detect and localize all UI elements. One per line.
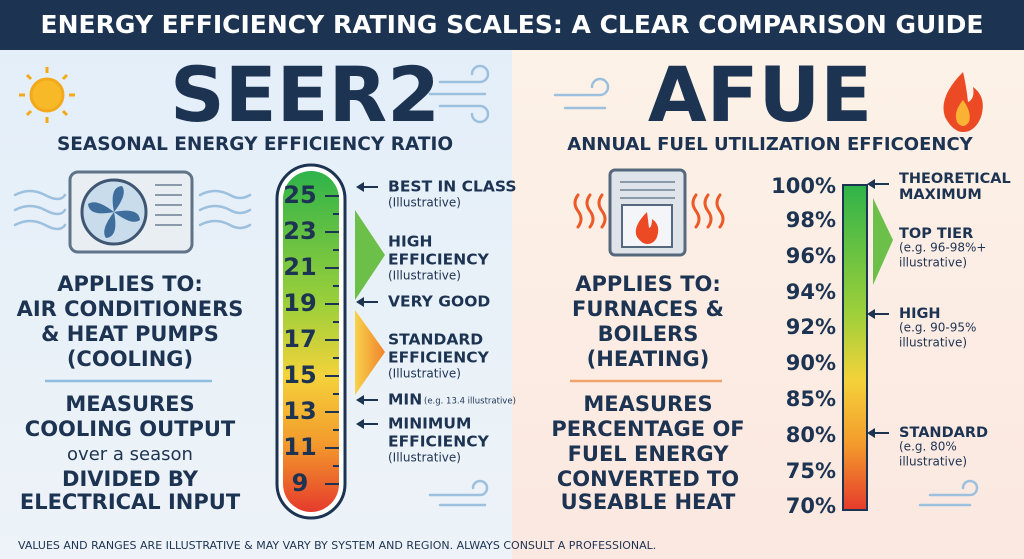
scale-label: 92% <box>786 315 836 339</box>
pointer-head <box>356 182 364 192</box>
scale-label: 9 <box>292 469 309 497</box>
annotation-note: (e.g. 13.4 illustrative) <box>424 397 516 407</box>
scale-label: 98% <box>786 208 836 232</box>
pointer-head <box>867 428 875 438</box>
applies-to-line: APPLIES TO: <box>57 272 203 296</box>
scale-label: 21 <box>283 253 316 281</box>
measures-line: FUEL ENERGY <box>568 442 730 466</box>
measures-line: MEASURES <box>583 392 712 416</box>
annotation-label: EFFICIENCY <box>388 349 490 367</box>
measures-line: COOLING OUTPUT <box>25 417 236 441</box>
annotation-label: MINIMUM <box>388 415 471 433</box>
measures-line: MEASURES <box>65 392 194 416</box>
annotation-note: (e.g. 80% <box>899 440 957 454</box>
afue-scale-bar <box>842 184 868 511</box>
furnace-icon <box>608 168 687 257</box>
standard-range-marker <box>355 310 385 395</box>
scale-label: 96% <box>786 244 836 268</box>
scale-label: 23 <box>283 217 316 245</box>
annotation-label: MIN <box>388 391 422 409</box>
annotation-label: MAXIMUM <box>899 187 982 203</box>
annotation-note: (Illustrative) <box>388 367 461 381</box>
scale-label: 80% <box>786 423 836 447</box>
applies-to-line: (HEATING) <box>587 347 710 371</box>
high-range-marker <box>355 210 385 300</box>
pointer-head <box>356 395 364 405</box>
annotation-note: (Illustrative) <box>388 196 461 210</box>
measures-line: ELECTRICAL INPUT <box>20 490 241 514</box>
heat-waves <box>573 193 725 229</box>
annotation-label: STANDARD <box>899 425 988 441</box>
scale-label: 85% <box>786 387 836 411</box>
measures-line: PERCENTAGE OF <box>551 417 744 441</box>
ac-unit-icon <box>68 170 194 254</box>
applies-to-line: BOILERS <box>598 322 699 346</box>
applies-to-line: APPLIES TO: <box>575 272 721 296</box>
annotation-label: BEST IN CLASS <box>388 178 517 196</box>
sun-icon <box>19 67 75 123</box>
annotation-note: (e.g. 96-98%+ <box>899 241 986 255</box>
scale-label: 70% <box>786 494 836 518</box>
scale-label: 75% <box>786 459 836 483</box>
scale-label: 94% <box>786 280 836 304</box>
measures-line: USEABLE HEAT <box>561 490 736 514</box>
annotation-note: illustrative) <box>899 256 967 270</box>
annotation-note: illustrative) <box>899 336 967 350</box>
afue-subtitle: ANNUAL FUEL UTILIZATION EFFICOENCY <box>567 134 973 155</box>
scale-label: 100% <box>771 174 836 198</box>
top-tier-marker <box>873 198 893 285</box>
measures-line: CONVERTED TO <box>557 467 739 491</box>
wind-icon <box>13 64 979 507</box>
annotation-note: (Illustrative) <box>388 451 461 465</box>
pointer-head <box>867 309 875 319</box>
annotation-note: (Illustrative) <box>388 269 461 283</box>
annotation-label: HIGH <box>899 306 941 322</box>
annotation-label: VERY GOOD <box>388 293 490 311</box>
flame-icon <box>943 72 983 132</box>
annotation-note: illustrative) <box>899 455 967 469</box>
annotation-label: HIGH <box>388 233 432 251</box>
pointer-head <box>356 297 364 307</box>
scale-label: 13 <box>283 397 316 425</box>
applies-to-line: (COOLING) <box>67 347 193 371</box>
annotation-label: THEORETICAL <box>899 171 1011 187</box>
annotation-label: EFFICIENCY <box>388 433 490 451</box>
scale-label: 25 <box>283 181 316 209</box>
annotation-note: (e.g. 90-95% <box>899 321 976 335</box>
header-title: ENERGY EFFICIENCY RATING SCALES: A CLEAR… <box>41 10 984 39</box>
seer2-title: SEER2 <box>170 50 440 139</box>
annotation-label: TOP TIER <box>899 226 973 242</box>
scale-label: 15 <box>283 361 316 389</box>
seer2-subtitle: SEASONAL ENERGY EFFICIENCY RATIO <box>57 134 453 155</box>
scale-label: 90% <box>786 351 836 375</box>
measures-line: over a season <box>67 444 193 465</box>
header-bar <box>0 0 1024 50</box>
right-panel <box>512 0 1024 559</box>
scale-label: 17 <box>283 325 316 353</box>
applies-to-line: & HEAT PUMPS <box>41 322 219 346</box>
annotation-label: EFFICIENCY <box>388 251 490 269</box>
left-panel <box>0 0 512 559</box>
footer-note: VALUES AND RANGES ARE ILLUSTRATIVE & MAY… <box>18 539 656 552</box>
scale-label: 11 <box>283 433 316 461</box>
scale-label: 19 <box>283 289 316 317</box>
applies-to-line: FURNACES & <box>572 297 724 321</box>
seer2-scale-bar <box>283 171 339 512</box>
applies-to-line: AIR CONDITIONERS <box>17 297 244 321</box>
seer2-tick-marks <box>325 195 339 485</box>
pointer-head <box>356 419 364 429</box>
texts: ENERGY EFFICIENCY RATING SCALES: A CLEAR… <box>17 10 1011 552</box>
measures-line: DIVIDED BY <box>62 467 199 491</box>
pointer-head <box>867 179 875 189</box>
afue-title: AFUE <box>648 50 872 139</box>
annotation-label: STANDARD <box>388 331 483 349</box>
